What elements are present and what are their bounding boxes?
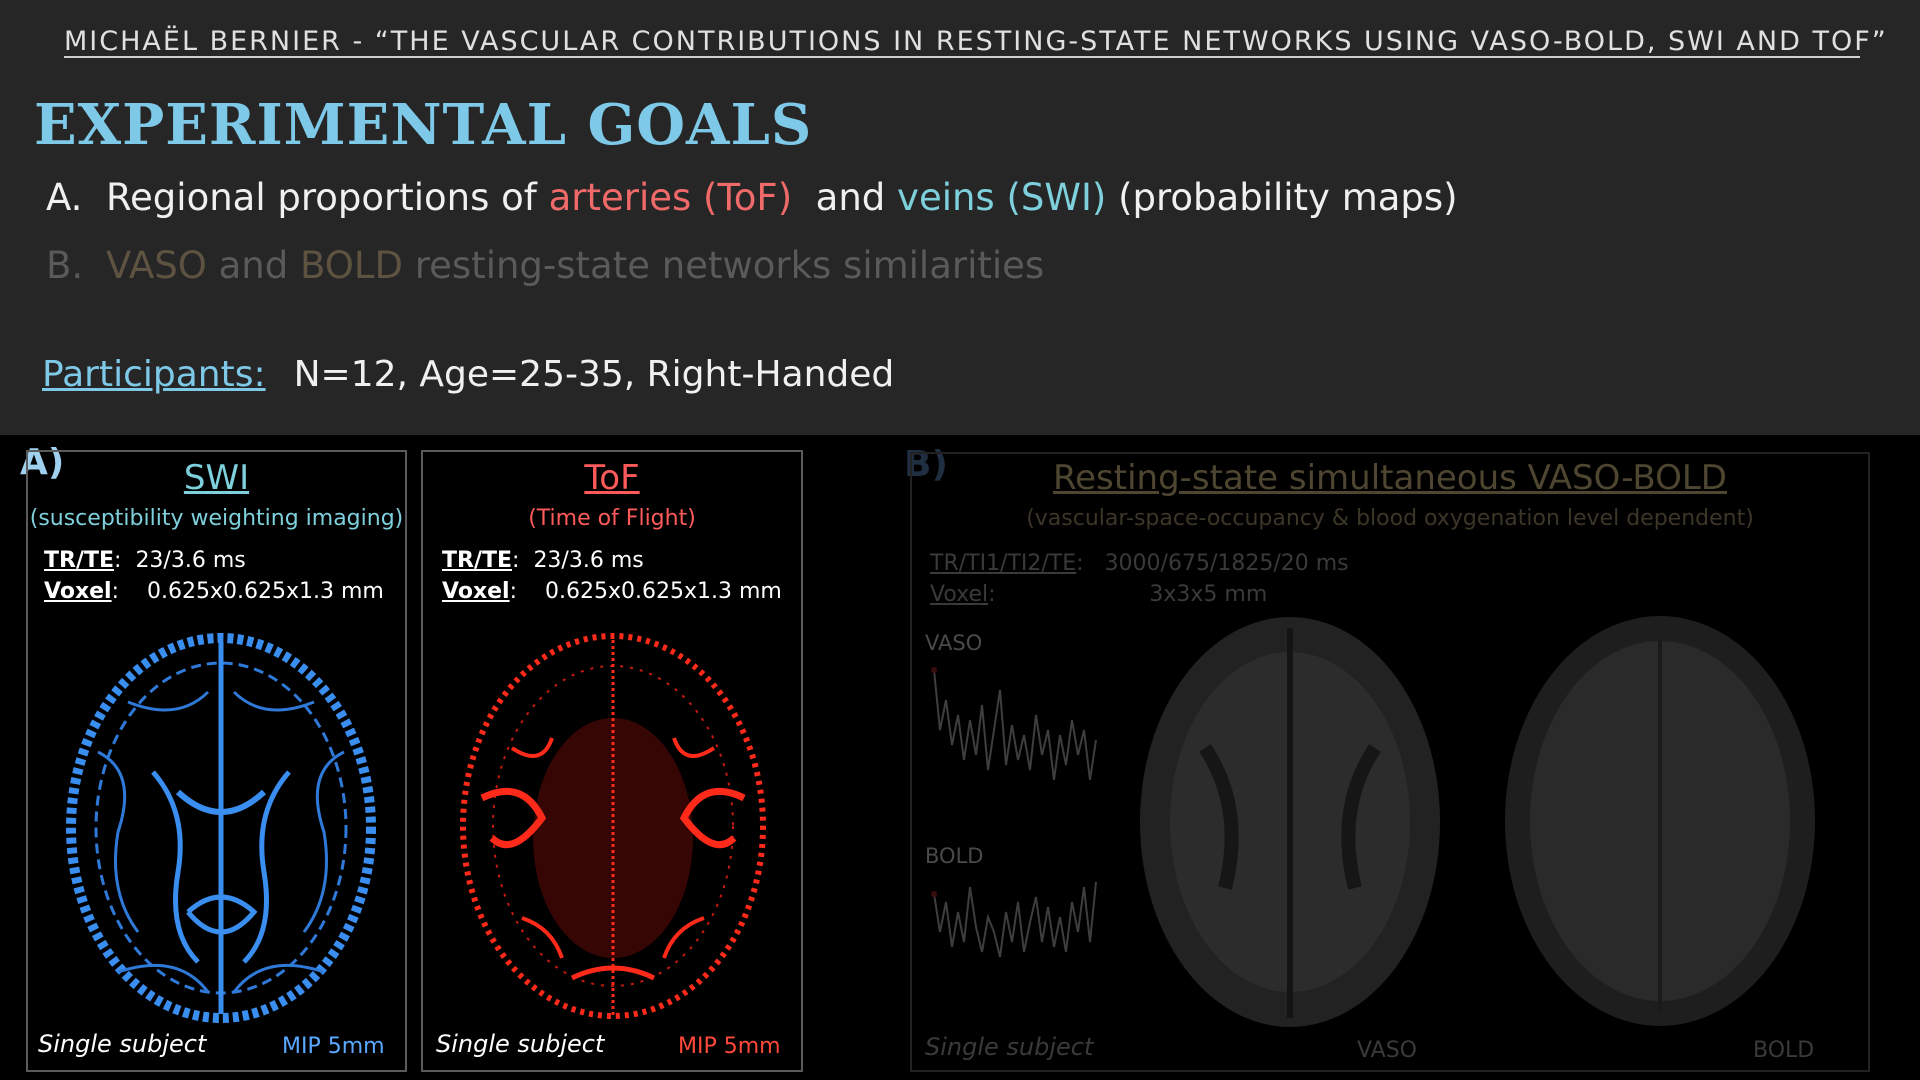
swi-mip: MIP 5mm [282, 1034, 385, 1059]
swi-footer: Single subject [38, 1030, 207, 1058]
swi-subtitle: (susceptibility weighting imaging) [29, 506, 404, 531]
tof-voxel-value: 0.625x0.625x1.3 mm [544, 579, 782, 604]
participants-label: Participants: [42, 354, 266, 395]
vaso-signal-label: VASO [925, 631, 983, 655]
vaso-bold-tr: TR/TI1/TI2/TE: 3000/675/1825/20 ms [930, 551, 1349, 576]
tof-footer: Single subject [436, 1030, 605, 1058]
goal-a-text3: (probability maps) [1106, 176, 1458, 219]
participants-line: Participants: N=12, Age=25-35, Right-Hand… [42, 354, 894, 395]
goal-b-text2: resting-state networks similarities [402, 244, 1045, 287]
goal-b: B. VASO and BOLD resting-state networks s… [46, 244, 1044, 287]
vaso-brain-image [1140, 617, 1440, 1027]
tof-brain-image [460, 633, 766, 1019]
header-divider [64, 56, 1860, 58]
goal-a-arteries: arteries (ToF) [548, 176, 793, 219]
goal-b-vaso: VASO [106, 244, 207, 287]
vaso-image-label: VASO [1357, 1038, 1417, 1063]
vaso-timecourse [931, 667, 1097, 781]
bold-brain-image [1505, 616, 1815, 1026]
vaso-bold-subtitle: (vascular-space-occupancy & blood oxygen… [1026, 506, 1754, 531]
tof-trte: TR/TE: 23/3.6 ms [442, 548, 644, 573]
goal-a-text1: Regional proportions of [106, 176, 549, 219]
tof-trte-key: TR/TE [442, 548, 513, 573]
tof-trte-value: 23/3.6 ms [533, 548, 644, 573]
vaso-bold-voxel-key: Voxel [930, 582, 989, 607]
swi-voxel: Voxel: 0.625x0.625x1.3 mm [44, 579, 384, 604]
bold-image-label: BOLD [1753, 1038, 1815, 1063]
goal-a: A. Regional proportions of arteries (ToF)… [46, 176, 1458, 219]
goal-b-bold: BOLD [300, 244, 403, 287]
vaso-bold-tr-key: TR/TI1/TI2/TE [930, 551, 1077, 576]
swi-panel [26, 450, 407, 1072]
swi-trte: TR/TE: 23/3.6 ms [44, 548, 246, 573]
vaso-bold-voxel-value: 3x3x5 mm [1149, 582, 1268, 607]
goal-b-text1: and [206, 244, 301, 287]
tof-mip: MIP 5mm [678, 1034, 781, 1059]
vaso-bold-title: Resting-state simultaneous VASO-BOLD [1053, 458, 1727, 498]
tof-title: ToF [584, 458, 640, 498]
goal-a-veins: veins (SWI) [897, 176, 1107, 219]
swi-voxel-value: 0.625x0.625x1.3 mm [146, 579, 384, 604]
bold-timecourse [931, 881, 1097, 958]
tof-subtitle: (Time of Flight) [528, 506, 696, 531]
goal-b-index: B. [46, 244, 84, 287]
slide-title: EXPERIMENTAL GOALS [34, 92, 813, 158]
bold-signal-label: BOLD [925, 844, 984, 868]
goal-a-index: A. [46, 176, 83, 219]
swi-brain-image [66, 633, 376, 1023]
presentation-header: MICHAËL BERNIER - “THE VASCULAR CONTRIBU… [64, 26, 1888, 57]
participants-value: N=12, Age=25-35, Right-Handed [293, 354, 895, 395]
swi-trte-value: 23/3.6 ms [135, 548, 246, 573]
swi-trte-key: TR/TE [44, 548, 115, 573]
goal-a-text2: and [792, 176, 898, 219]
vaso-bold-footer: Single subject [925, 1033, 1094, 1061]
vaso-bold-voxel: Voxel: 3x3x5 mm [930, 582, 1268, 607]
vaso-bold-tr-value: 3000/675/1825/20 ms [1104, 551, 1349, 576]
vaso-bold-panel [910, 452, 1870, 1072]
tof-voxel-key: Voxel [442, 579, 510, 604]
swi-voxel-key: Voxel [44, 579, 112, 604]
tof-voxel: Voxel: 0.625x0.625x1.3 mm [442, 579, 782, 604]
tof-panel [421, 450, 803, 1072]
swi-title: SWI [183, 458, 250, 498]
